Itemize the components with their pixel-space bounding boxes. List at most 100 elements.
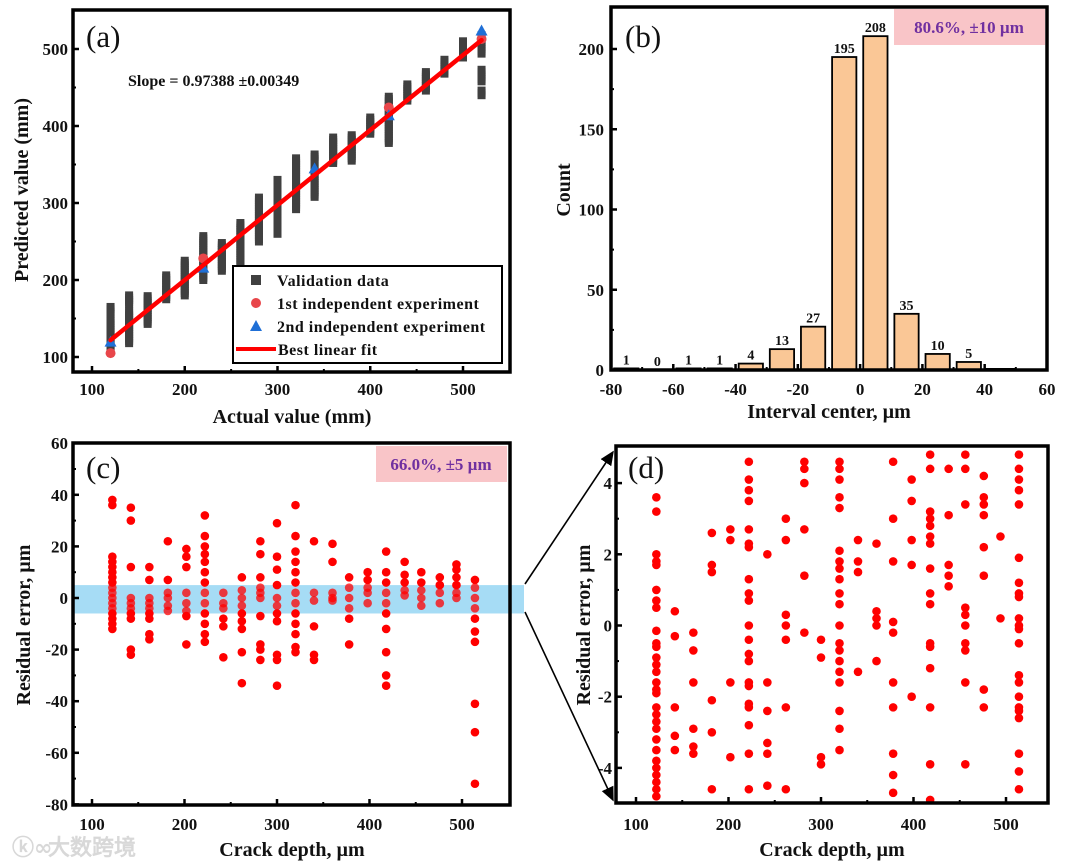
residual-point: [763, 706, 772, 716]
residual-point: [744, 784, 754, 794]
residual-point: [309, 596, 319, 605]
validation-point: [384, 92, 393, 101]
residual-point: [1014, 475, 1024, 484]
residual-point: [781, 514, 791, 523]
y-axis-title: Predicted value (mm): [11, 98, 33, 282]
residual-point: [272, 681, 282, 691]
residual-point: [237, 647, 247, 657]
slope-annotation: Slope = 0.97388 ±0.00349: [128, 73, 299, 90]
histogram-bar: [862, 35, 889, 371]
residual-point: [344, 593, 354, 603]
residual-point: [400, 557, 409, 567]
accuracy-note-box: [894, 9, 1045, 45]
residual-point: [835, 475, 844, 484]
y-tick-label: 400: [43, 117, 69, 136]
residual-point: [328, 557, 337, 567]
y-tick-label: 100: [579, 201, 605, 220]
residual-point: [835, 589, 844, 598]
residual-point: [781, 784, 791, 794]
residual-point: [417, 585, 426, 595]
residual-point: [652, 660, 661, 669]
plot-frame: [71, 441, 512, 807]
validation-point: [459, 37, 467, 46]
y-tick-label: 2: [604, 545, 613, 564]
residual-point: [200, 531, 210, 541]
residual-point: [925, 507, 935, 516]
residual-point: [1014, 706, 1024, 716]
legend-entry: Validation data: [277, 273, 389, 290]
residual-point: [888, 557, 898, 566]
histogram-bar: [768, 348, 796, 371]
residual-point: [979, 542, 989, 552]
residual-point: [400, 570, 409, 580]
residual-point: [744, 749, 754, 758]
residual-point: [200, 511, 210, 520]
residual-point: [961, 760, 970, 769]
residual-point: [470, 575, 480, 585]
residual-point: [435, 588, 445, 598]
residual-point: [344, 604, 354, 613]
residual-point: [744, 656, 754, 666]
residual-point: [182, 598, 191, 608]
residual-point: [835, 503, 844, 513]
x-axis-title: Interval center, µm: [747, 401, 911, 423]
residual-point: [996, 614, 1005, 623]
residual-point: [652, 756, 661, 766]
residual-point: [979, 703, 989, 712]
residual-point: [291, 557, 300, 567]
residual-point: [126, 516, 136, 525]
residual-point: [689, 724, 698, 734]
residual-point: [256, 573, 265, 582]
x-tick-label: 100: [79, 380, 105, 399]
residual-point: [835, 678, 844, 687]
bar-value-label: 35: [900, 299, 914, 314]
residual-point: [363, 598, 372, 608]
bar-value-label: 195: [834, 42, 855, 57]
residual-point: [309, 622, 319, 631]
residual-point: [309, 536, 319, 546]
residual-point: [944, 582, 953, 591]
residual-point: [126, 562, 136, 572]
histogram-bar: [831, 56, 858, 371]
bar-value-label: 1: [685, 353, 692, 368]
residual-point: [470, 699, 480, 709]
residual-point: [452, 565, 461, 574]
residual-point: [763, 738, 772, 748]
residual-point: [816, 760, 826, 769]
panel-d: 100 200 300 400 500 4 2 0 -2 -4 Crack depth, µm Res…: [573, 444, 1050, 861]
residual-point: [470, 627, 480, 636]
residual-point: [652, 603, 661, 612]
residual-point: [256, 611, 265, 621]
residual-point: [835, 646, 844, 655]
residual-point: [835, 621, 844, 630]
residual-point: [291, 588, 300, 598]
accuracy-note: 80.6%, ±10 µm: [914, 18, 1024, 37]
plot-frame: [614, 444, 1050, 805]
residual-point: [470, 614, 480, 623]
residual-point: [744, 703, 754, 712]
residual-point: [182, 562, 191, 572]
residual-point: [726, 535, 735, 545]
residual-point: [363, 567, 372, 577]
residual-point: [1014, 767, 1024, 776]
residual-point: [925, 464, 935, 474]
residual-point: [907, 692, 916, 701]
validation-point: [143, 292, 152, 301]
residual-point: [744, 485, 754, 495]
residual-point: [835, 464, 844, 474]
residual-point: [1014, 553, 1024, 563]
residual-point: [145, 614, 154, 623]
residual-point: [744, 496, 754, 506]
residual-point: [309, 655, 319, 665]
residual-point: [291, 629, 300, 639]
residual-point: [1014, 749, 1024, 758]
validation-point: [125, 291, 134, 300]
residual-point: [145, 575, 154, 585]
residual-point: [816, 635, 826, 645]
residual-point: [200, 629, 210, 639]
validation-point: [329, 133, 338, 142]
residual-point: [200, 578, 210, 587]
x-tick-label: 60: [1038, 380, 1055, 399]
legend-square-icon: [251, 275, 261, 285]
residual-point: [996, 532, 1005, 541]
